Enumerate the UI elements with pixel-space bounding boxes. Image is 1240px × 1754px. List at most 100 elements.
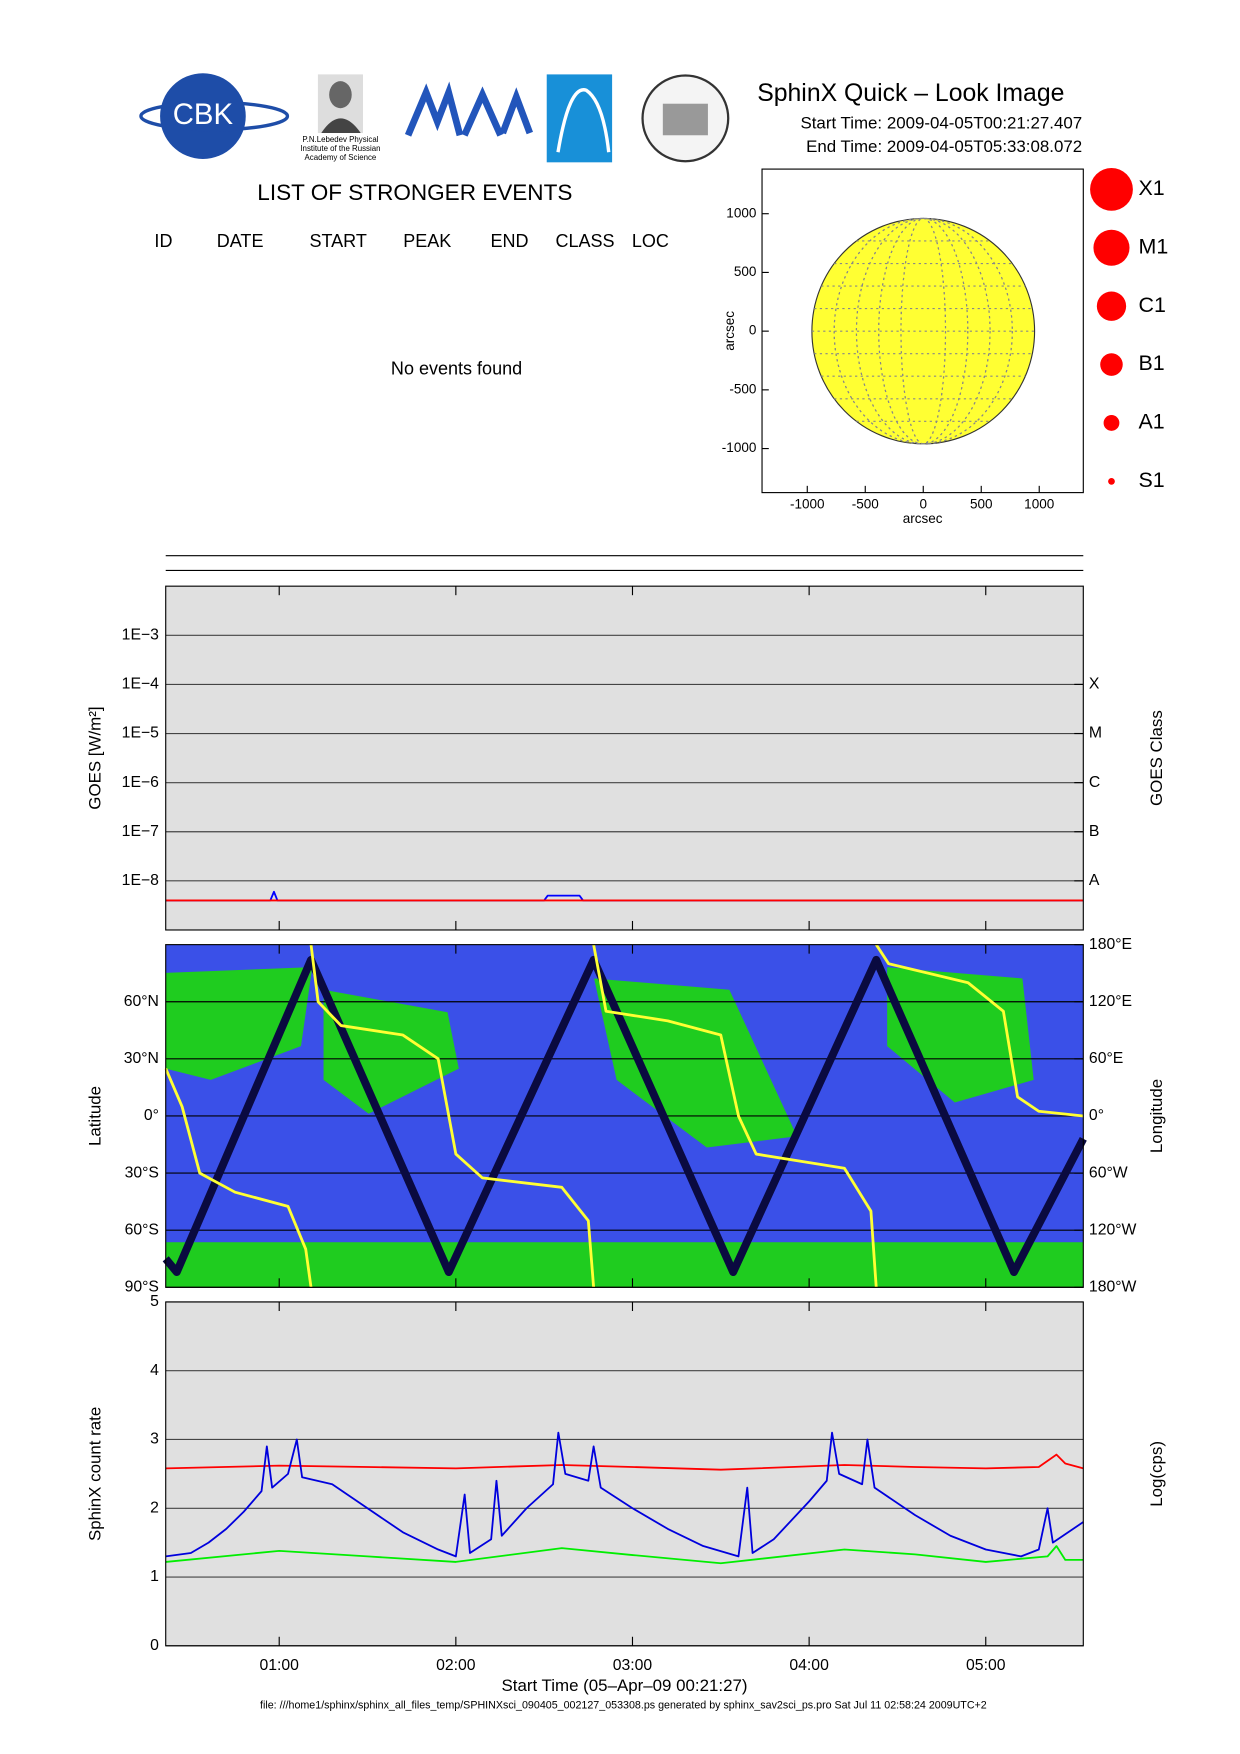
y-tick-label: 2 [150,1499,159,1516]
y2-tick-label: 120°W [1089,1221,1137,1238]
mian-logo [404,81,533,137]
y-tick-label: 0° [144,1107,159,1124]
y-tick-label: 60°N [124,993,159,1010]
y2-axis-title: Log(cps) [1147,1441,1166,1507]
y2-tick-label: 0° [1089,1107,1104,1124]
class-label: S1 [1139,468,1165,492]
y-tick-label: 1E−7 [122,823,159,840]
x-tick-label: 1000 [1024,497,1054,512]
event-column: END [491,231,529,251]
y-tick-label: 1E−6 [122,774,159,791]
class-marker [1108,477,1115,485]
x-tick-label: 02:00 [436,1657,476,1674]
plot-frame [165,1301,1084,1647]
events-message: No events found [391,359,522,379]
y2-axis-title: Longitude [1147,1079,1166,1153]
event-column: ID [154,231,172,251]
y2-tick-label: 60°W [1089,1164,1128,1181]
square-logo-arc [556,88,611,153]
y2-tick-label: C [1089,774,1100,791]
y-axis-title: Latitude [85,1086,104,1146]
series-line [165,1431,1084,1558]
y-tick-label: 1 [150,1568,159,1585]
disk-grid [900,217,947,445]
class-marker [1093,229,1130,266]
y-tick-label: 1E−4 [122,676,159,693]
start-time: Start Time: 2009-04-05T00:21:27.407 [800,113,1082,132]
y-tick-label: 90°S [125,1278,159,1295]
land-region [165,967,1034,1148]
y-tick-label: 60°S [125,1221,159,1238]
y2-tick-label: M [1089,725,1102,742]
plot-frame [165,585,1084,931]
institute-line: Institute of the Russian [300,144,380,153]
logo-text: CBK [173,98,234,131]
class-marker [1100,353,1123,376]
disk-grid [878,217,969,445]
y-axis-title: GOES [W/m²] [85,706,104,809]
y-tick-label: -500 [729,381,756,396]
x-tick-label: 01:00 [259,1657,299,1674]
cbk-ring [139,100,290,132]
y2-tick-label: 180°E [1089,936,1132,953]
y-tick-label: 1E−8 [122,872,159,889]
seal-building [662,103,708,136]
footer-file: file: ///home1/sphinx/sphinx_all_files_t… [260,1699,987,1711]
series-line [164,943,1084,1288]
y-tick-label: 0 [749,323,757,338]
x-tick-label: -500 [852,497,879,512]
y2-axis-title: GOES Class [1147,710,1166,806]
y-tick-label: 500 [734,264,757,279]
y2-tick-label: A [1089,872,1100,889]
x-tick-label: 0 [919,497,927,512]
x-tick-label: 03:00 [613,1657,653,1674]
y-tick-label: 5 [150,1293,159,1310]
logos: CBK P.N.Lebedev Physical Institute of th… [139,73,730,163]
y-tick-label: 1000 [726,205,756,220]
y-axis-title: arcsec [722,311,737,351]
y-tick-label: 1E−3 [122,626,159,643]
solar-disk [811,217,1036,445]
series-line [165,1453,1084,1471]
event-column: PEAK [403,231,451,251]
institute-line: P.N.Lebedev Physical [302,135,378,144]
y-tick-label: 1E−5 [122,725,159,742]
x-tick-label: -1000 [790,497,825,512]
x-axis-title: Start Time (05–Apr–09 00:21:27) [502,1676,748,1695]
class-label: M1 [1139,234,1169,258]
plot-background [165,1301,1084,1646]
y2-tick-label: B [1089,823,1100,840]
page-title: SphinX Quick – Look Image [757,80,1064,107]
events-title: LIST OF STRONGER EVENTS [257,180,572,205]
class-label: X1 [1139,176,1165,200]
class-marker [1096,291,1127,321]
land-band [165,1242,1084,1288]
y-tick-label: -1000 [722,440,757,455]
portrait-body [321,118,361,134]
institute-line: Academy of Science [305,153,377,162]
y2-tick-label: 60°E [1089,1050,1123,1067]
end-time: End Time: 2009-04-05T05:33:08.072 [806,137,1082,156]
event-column: DATE [217,231,264,251]
cbk-logo [160,73,246,159]
y-tick-label: 30°S [125,1164,159,1181]
class-label: A1 [1139,410,1165,434]
y2-tick-label: 120°E [1089,993,1132,1010]
disk-grid [833,217,1013,445]
disk-grid [855,217,991,445]
class-label: C1 [1139,293,1166,317]
y2-tick-label: X [1089,676,1100,693]
x-tick-label: 500 [970,497,993,512]
class-marker [1090,167,1133,211]
y-tick-label: 0 [150,1637,159,1654]
class-marker [1103,415,1120,431]
x-axis-title: arcsec [903,511,943,526]
series-line [162,955,1087,1277]
y-tick-label: 4 [150,1362,159,1379]
x-tick-label: 04:00 [789,1657,829,1674]
event-column: CLASS [556,231,615,251]
portrait-head [329,81,352,109]
x-tick-label: 05:00 [966,1657,1006,1674]
